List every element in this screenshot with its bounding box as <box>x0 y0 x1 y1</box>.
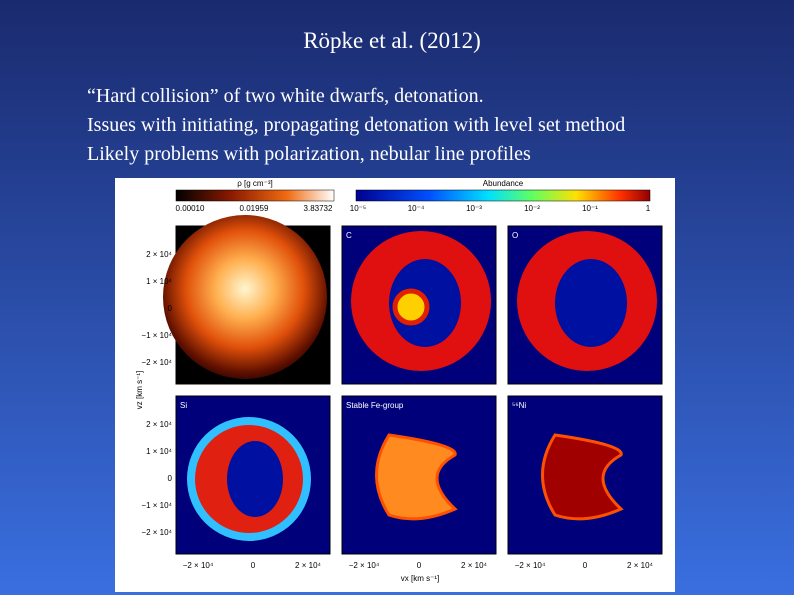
abundance-colorbar <box>355 189 651 202</box>
x-tick-label: 0 <box>251 561 256 570</box>
colorbar-tick: 1 <box>646 204 651 213</box>
panel-label: O <box>512 231 518 240</box>
panel-label: C <box>346 231 352 240</box>
y-tick-label: −1 × 10⁴ <box>141 331 172 340</box>
text-line: Issues with initiating, propagating deto… <box>87 114 625 136</box>
colorbar-tick: 0.00010 <box>176 204 205 213</box>
x-axis-label: vx [km s⁻¹] <box>401 574 439 583</box>
y-tick-label: −1 × 10⁴ <box>141 501 172 510</box>
colorbar-tick: 0.01959 <box>240 204 269 213</box>
crescent <box>375 433 458 521</box>
slide-title: Röpke et al. (2012) <box>303 28 481 53</box>
colorbar-label: ρ [g cm⁻³] <box>237 179 272 188</box>
y-tick-label: 2 × 10⁴ <box>146 250 172 259</box>
y-axis-label: vz [km s⁻¹] <box>135 371 144 409</box>
colorbar-tick: 10⁻³ <box>466 204 482 213</box>
y-tick-label: 0 <box>168 474 173 483</box>
colorbar-tick: 3.83732 <box>304 204 333 213</box>
y-tick-label: 2 × 10⁴ <box>146 420 172 429</box>
density-colorbar <box>175 189 335 202</box>
density-blob <box>163 215 327 379</box>
x-tick-label: 0 <box>583 561 588 570</box>
x-tick-label: 2 × 10⁴ <box>627 561 653 570</box>
text-line: Likely problems with polarization, nebul… <box>87 143 531 165</box>
colorbar-tick: 10⁻² <box>524 204 540 213</box>
colorbar-label: Abundance <box>483 179 524 188</box>
panel-label: Si <box>180 401 187 410</box>
x-tick-label: 0 <box>417 561 422 570</box>
colorbar-tick: 10⁻¹ <box>582 204 598 213</box>
x-tick-label: −2 × 10⁴ <box>515 561 546 570</box>
x-tick-label: 2 × 10⁴ <box>295 561 321 570</box>
colorbar-tick: 10⁻⁴ <box>408 204 425 213</box>
text-line: “Hard collision” of two white dwarfs, de… <box>87 85 484 107</box>
crescent <box>541 433 624 521</box>
x-tick-label: −2 × 10⁴ <box>183 561 214 570</box>
y-tick-label: 1 × 10⁴ <box>146 447 172 456</box>
panel-label: Stable Fe-group <box>346 401 404 410</box>
panel-label: ⁵⁶Ni <box>512 401 526 410</box>
core <box>555 259 627 347</box>
y-tick-label: 1 × 10⁴ <box>146 277 172 286</box>
inner <box>392 288 430 326</box>
figure: ρ [g cm⁻³] Abundance 0.00010 0.01959 3.837… <box>115 178 675 592</box>
core <box>227 441 283 517</box>
x-tick-label: −2 × 10⁴ <box>349 561 380 570</box>
x-tick-label: 2 × 10⁴ <box>461 561 487 570</box>
y-tick-label: 0 <box>168 304 173 313</box>
colorbar-tick: 10⁻⁵ <box>350 204 366 213</box>
y-tick-label: −2 × 10⁴ <box>141 358 172 367</box>
y-tick-label: −2 × 10⁴ <box>141 528 172 537</box>
